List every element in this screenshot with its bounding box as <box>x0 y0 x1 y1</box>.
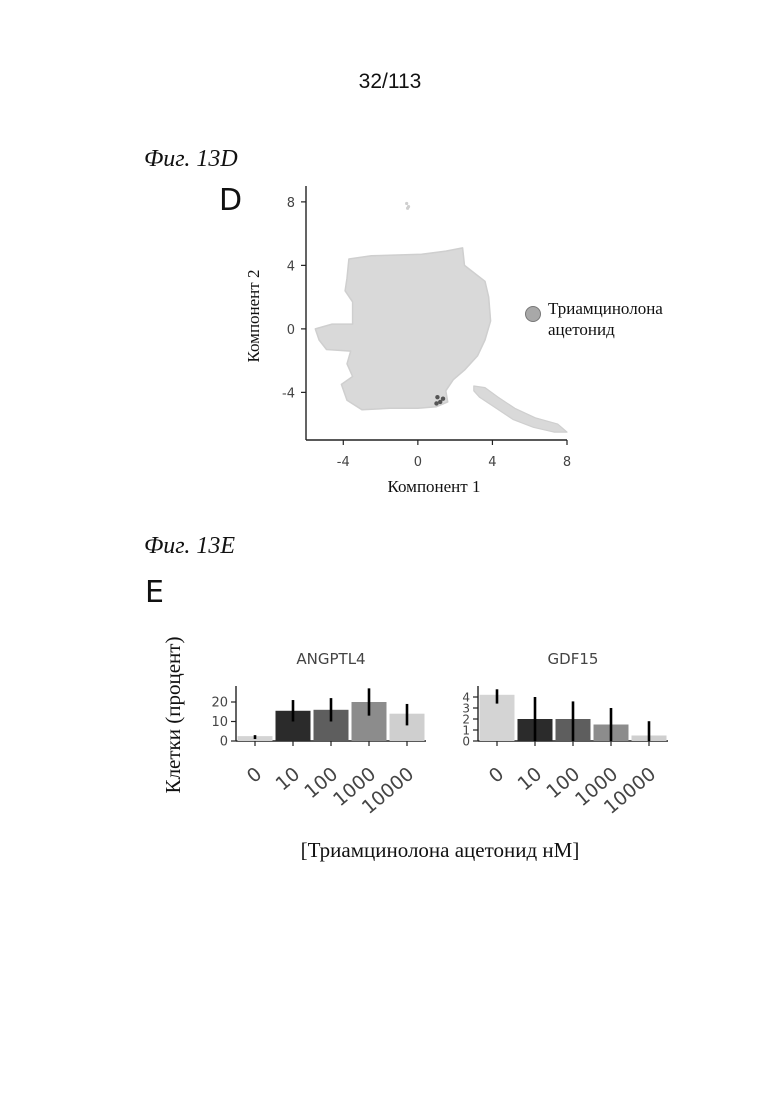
scatter-y-tick-label: -4 <box>282 386 295 401</box>
bar-x-tick-label: 10 <box>514 763 547 795</box>
scatter-highlight-point <box>435 395 439 399</box>
bar-x-tick-label: 0 <box>485 763 508 788</box>
bar-y-tick-label: 10 <box>211 715 228 730</box>
scatter-point <box>406 207 409 210</box>
panel-e-y-axis-label: Клетки (процент) <box>161 637 185 794</box>
scatter-main-cluster <box>315 248 490 410</box>
legend-label-line2: ацетонид <box>548 320 615 339</box>
scatter-y-tick-label: 0 <box>287 323 295 338</box>
bar-chart-gdf15: GDF1501234010100100010000 <box>462 650 668 819</box>
bar-chart-title: ANGPTL4 <box>296 650 365 668</box>
legend-label-line1: Триамцинолона <box>548 299 663 318</box>
legend-swatch <box>526 307 541 322</box>
bar-y-tick-label: 0 <box>220 735 228 750</box>
panel-e-x-axis-label: [Триамцинолона ацетонид нМ] <box>301 838 580 862</box>
scatter-x-tick-label: 4 <box>488 455 496 470</box>
scatter-y-axis-label: Компонент 2 <box>244 270 263 363</box>
scatter-point <box>405 202 408 205</box>
bar-chart-angptl4: ANGPTL401020010100100010000 <box>211 650 426 819</box>
scatter-x-tick-label: 0 <box>414 455 422 470</box>
scatter-y-tick-label: 4 <box>287 259 295 274</box>
bar-chart-title: GDF15 <box>548 650 599 668</box>
scatter-x-axis-label: Компонент 1 <box>388 477 481 496</box>
bar-y-tick-label: 20 <box>211 696 228 711</box>
bar-y-tick-label: 4 <box>462 690 470 704</box>
scatter-highlight-point <box>434 401 438 405</box>
scatter-y-tick-label: 8 <box>287 196 295 211</box>
scatter-highlight-point <box>441 397 445 401</box>
scatter-x-tick-label: 8 <box>563 455 571 470</box>
scatter-tail-cluster <box>474 386 567 432</box>
bar-x-tick-label: 0 <box>243 763 266 788</box>
scatter-x-tick-label: -4 <box>337 455 350 470</box>
figure-charts: 8 4 0 -4 -4 0 4 8 Компонент 1 Компонент 2 Триамцин… <box>0 0 780 1103</box>
scatter-plot-d: 8 4 0 -4 -4 0 4 8 Компонент 1 Компонент 2 Триамцин… <box>244 186 663 496</box>
bar-x-tick-label: 10 <box>272 763 305 795</box>
